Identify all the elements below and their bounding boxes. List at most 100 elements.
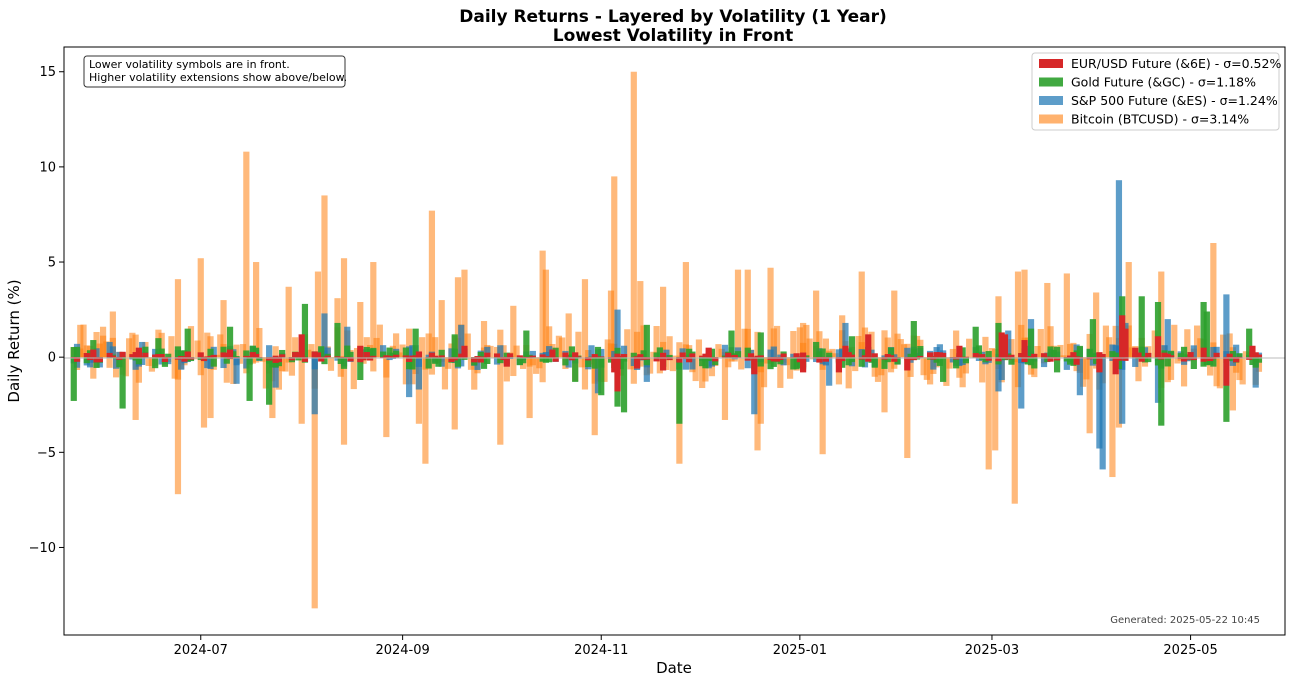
bar-noise	[777, 357, 784, 360]
bar-noise	[542, 357, 549, 363]
bar-noise	[871, 357, 878, 368]
bar-noise	[764, 357, 771, 364]
bar-noise	[1233, 357, 1240, 363]
bar	[1249, 345, 1256, 358]
bar-noise	[139, 357, 146, 365]
bar-noise	[839, 357, 846, 368]
bar-noise	[1060, 355, 1067, 358]
bar-noise	[845, 357, 852, 389]
bar	[1223, 294, 1230, 358]
bar-noise	[803, 357, 810, 362]
bar-noise	[220, 357, 227, 369]
bar-noise	[1210, 346, 1217, 358]
bar-noise	[1112, 325, 1119, 358]
bar	[800, 322, 807, 358]
bar-noise	[936, 352, 943, 358]
bar-noise	[116, 351, 123, 358]
bar-noise	[334, 356, 341, 358]
bar-noise	[861, 357, 869, 368]
bar	[826, 357, 833, 386]
bar-noise	[158, 348, 165, 358]
bar-noise	[467, 357, 475, 370]
bar-noise	[370, 355, 377, 358]
bar-noise	[1177, 353, 1184, 358]
bar-noise	[871, 353, 878, 358]
bar-noise	[1148, 357, 1155, 358]
bar	[1076, 357, 1083, 396]
bar-noise	[393, 333, 400, 358]
bar-noise	[959, 347, 966, 358]
bar	[135, 347, 142, 358]
bar-noise	[686, 348, 693, 358]
bar-noise	[767, 349, 774, 358]
bar	[1096, 357, 1103, 449]
bar-noise	[995, 357, 1002, 362]
bar	[1014, 271, 1022, 358]
bar-noise	[637, 357, 644, 361]
bar-noise	[471, 357, 478, 390]
bar-noise	[786, 357, 794, 379]
bar	[480, 321, 488, 358]
bar	[1200, 347, 1207, 358]
bar-noise	[73, 346, 81, 358]
bar	[200, 357, 208, 428]
bar-noise	[243, 355, 250, 358]
bar-noise	[949, 357, 956, 363]
bar-noise	[145, 357, 152, 366]
bar-noise	[174, 346, 182, 358]
bar	[1203, 311, 1210, 358]
bar-noise	[936, 344, 943, 358]
bar-noise	[321, 357, 328, 365]
bar-noise	[1067, 343, 1074, 358]
bar-noise	[891, 357, 898, 369]
bar-noise	[712, 357, 719, 362]
annotation-line: Lower volatility symbols are in front.	[89, 58, 290, 71]
bar-noise	[210, 357, 217, 367]
bar	[891, 290, 898, 358]
bar-noise	[633, 356, 641, 358]
bar-noise	[1203, 357, 1210, 366]
bar	[643, 324, 650, 358]
bar-noise	[1067, 355, 1074, 358]
bar-noise	[813, 357, 820, 363]
bar-noise	[249, 345, 256, 358]
bar-noise	[207, 348, 214, 358]
bar-noise	[334, 357, 341, 361]
bar-noise	[1027, 357, 1035, 358]
bar-noise	[689, 357, 696, 370]
bar	[311, 357, 318, 609]
bar-noise	[585, 357, 592, 361]
bar-noise	[1145, 346, 1152, 358]
bar-noise	[689, 353, 696, 358]
bar-noise	[497, 357, 504, 364]
bar	[660, 357, 667, 371]
bar-noise	[1063, 357, 1070, 370]
bar-noise	[861, 355, 869, 358]
bar-noise	[461, 357, 468, 358]
bar	[497, 357, 504, 445]
bar-noise	[516, 357, 523, 366]
bar-noise	[790, 357, 797, 370]
bar-noise	[1190, 345, 1197, 358]
bar-noise	[617, 355, 624, 358]
chart-subtitle: Lowest Volatility in Front	[553, 26, 794, 46]
chart-title: Daily Returns - Layered by Volatility (1…	[459, 7, 887, 27]
bar	[1210, 243, 1217, 358]
bar-noise	[295, 352, 302, 358]
bar	[813, 290, 820, 358]
bar-noise	[773, 325, 781, 358]
bar	[458, 324, 465, 358]
bar-noise	[933, 357, 940, 363]
bar	[754, 357, 761, 451]
bar	[340, 258, 348, 358]
bar-noise	[493, 346, 501, 358]
x-tick-label: 2024-09	[375, 643, 429, 658]
bar-noise	[1226, 333, 1233, 358]
bar-noise	[1135, 357, 1142, 382]
bar-noise	[959, 357, 966, 366]
bar-noise	[370, 357, 377, 372]
legend: EUR/USD Future (&6E) - σ=0.52% Gold Futur…	[1031, 52, 1281, 131]
bar-noise	[500, 345, 507, 358]
bar-noise	[1216, 357, 1223, 389]
